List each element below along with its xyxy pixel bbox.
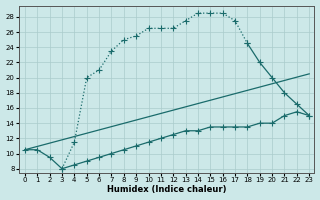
X-axis label: Humidex (Indice chaleur): Humidex (Indice chaleur)	[107, 185, 226, 194]
